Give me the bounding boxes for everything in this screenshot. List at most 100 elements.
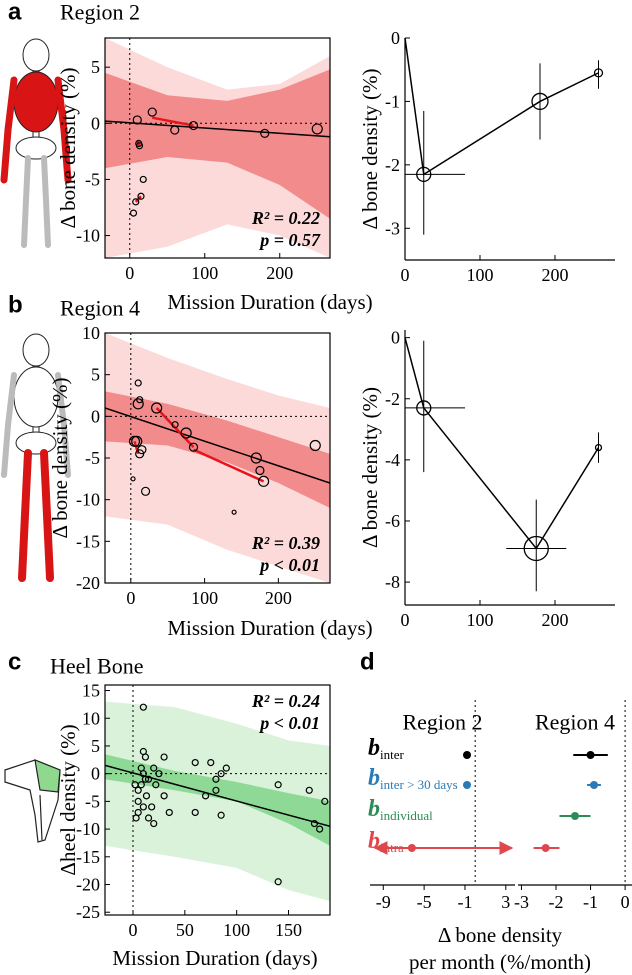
data-point	[309, 439, 321, 452]
y-axis-label: Δ bone density (%)	[56, 67, 80, 228]
data-point	[212, 786, 220, 794]
estimate	[407, 844, 416, 852]
y-tick-label: -10	[76, 490, 100, 510]
data-point	[155, 770, 163, 778]
data-point	[165, 808, 173, 817]
x-tick-label: 0	[126, 588, 135, 608]
y-tick-label: -10	[76, 226, 100, 246]
data-point	[231, 509, 237, 515]
panel-title: Region 4	[60, 296, 140, 321]
data-point	[129, 209, 138, 217]
panel-label: c	[8, 649, 21, 676]
panel-label: d	[360, 649, 375, 676]
x-tick-label: 0	[125, 263, 134, 283]
x-tick-label: 100	[223, 920, 250, 940]
panel-title: Heel Bone	[50, 654, 143, 679]
confidence-band	[105, 391, 330, 508]
data-point	[137, 192, 145, 200]
data-point	[255, 465, 265, 476]
plot-frame	[104, 684, 331, 916]
estimate	[586, 751, 595, 759]
row-label: bintra	[368, 828, 404, 855]
data-point	[134, 797, 142, 805]
data-point	[416, 166, 432, 183]
y-tick-label: 0	[391, 28, 400, 48]
x-tick-label: 100	[467, 610, 494, 630]
x-tick-label: -9	[376, 892, 391, 912]
x-tick-label: 200	[542, 265, 569, 285]
x-axis-label: Δ bone density	[438, 923, 563, 947]
y-axis-label: Δ bone density (%)	[358, 68, 382, 229]
data-point	[310, 819, 319, 828]
data-point	[140, 486, 151, 496]
x-tick-label: 200	[265, 588, 292, 608]
data-point	[191, 808, 199, 817]
skeleton-icon	[0, 38, 72, 248]
data-point	[132, 814, 140, 822]
annotation: p = 0.57	[258, 230, 321, 250]
row-label: binter > 30 days	[368, 765, 458, 792]
y-tick-label: -2	[385, 389, 400, 409]
data-point	[217, 811, 225, 819]
skeleton-icon	[1, 333, 71, 582]
data-point	[180, 427, 192, 439]
data-point	[222, 764, 230, 772]
x-axis-label: Mission Duration (days)	[112, 946, 317, 970]
data-point	[416, 400, 432, 416]
y-tick-label: -10	[76, 819, 100, 839]
x-tick-label: 200	[266, 263, 293, 283]
y-tick-label: -5	[85, 791, 100, 811]
panel-title: Region 2	[60, 0, 140, 25]
data-point	[144, 814, 153, 822]
data-point	[141, 753, 150, 761]
data-point	[207, 758, 215, 767]
data-point	[191, 758, 199, 767]
data-point	[311, 123, 323, 135]
fit-line	[105, 407, 330, 484]
data-point	[594, 443, 603, 452]
data-point	[132, 115, 142, 125]
panel-label: a	[8, 0, 22, 26]
annotation: p < 0.01	[258, 713, 320, 733]
data-point	[150, 764, 158, 772]
x-tick-label: 200	[542, 610, 569, 630]
data-point	[141, 775, 150, 783]
y-tick-label: 5	[91, 57, 100, 77]
data-point	[593, 68, 604, 78]
x-tick-label: 0	[401, 610, 410, 630]
y-tick-label: 15	[82, 681, 100, 701]
subpanel-title: Region 4	[535, 710, 615, 735]
y-tick-label: -6	[385, 511, 400, 531]
x-axis-label: Mission Duration (days)	[167, 616, 372, 640]
y-tick-label: -5	[85, 448, 100, 468]
data-point	[160, 753, 168, 761]
data-point	[260, 128, 270, 139]
y-tick-label: -3	[385, 218, 400, 238]
data-point	[144, 775, 153, 783]
annotation: R² = 0.39	[251, 533, 320, 553]
data-point	[201, 792, 210, 800]
data-point	[523, 535, 549, 562]
y-tick-label: -8	[385, 572, 400, 592]
subpanel-title: Region 2	[402, 710, 482, 735]
x-tick-label: -1	[583, 892, 598, 912]
plot-area	[105, 38, 330, 258]
confidence-band	[105, 754, 330, 846]
x-axis-label: Mission Duration (days)	[167, 290, 372, 314]
annotation: R² = 0.24	[251, 691, 320, 711]
y-tick-label: -20	[76, 875, 100, 895]
prediction-band	[105, 701, 330, 902]
data-point	[258, 475, 270, 487]
data-point	[274, 781, 282, 789]
data-point	[160, 792, 168, 800]
y-axis-label: Δ bone density (%)	[48, 377, 72, 538]
data-point	[147, 107, 157, 117]
y-tick-label: 10	[82, 323, 100, 343]
y-axis-label: Δheel density (%)	[56, 724, 80, 875]
y-tick-label: 0	[91, 764, 100, 784]
x-tick-label: -1	[457, 892, 472, 912]
x-tick-label: 100	[191, 263, 218, 283]
data-point	[139, 803, 147, 811]
trajectory	[134, 195, 142, 203]
